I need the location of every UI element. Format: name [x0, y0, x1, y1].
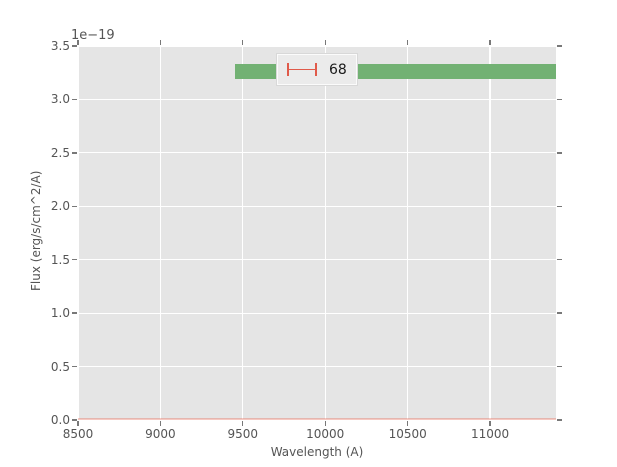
y-tick-mark-right [557, 312, 562, 314]
x-tick-label: 11000 [471, 427, 510, 441]
x-tick-mark-top [242, 40, 244, 45]
x-tick-label: 8500 [62, 427, 94, 441]
gridline-vertical [77, 46, 79, 420]
gridline-vertical [242, 46, 244, 420]
legend-label: 68 [329, 61, 347, 78]
errorbar-icon [287, 62, 317, 77]
gridline-horizontal [78, 152, 556, 154]
x-tick-label: 10000 [306, 427, 345, 441]
x-tick-mark-bottom [489, 421, 491, 426]
y-axis-offset-label: 1e−19 [71, 28, 115, 43]
gridline-vertical [489, 46, 491, 420]
x-axis-label: Wavelength (A) [270, 445, 364, 459]
errorbar-right-cap [315, 63, 317, 76]
legend: 68 [277, 54, 357, 85]
x-tick-mark-top [407, 40, 409, 45]
y-tick-mark-left [72, 98, 77, 101]
y-tick-mark-left [72, 45, 77, 47]
x-tick-mark-top [489, 40, 491, 45]
gridline-horizontal [78, 205, 556, 207]
gridline-vertical [324, 46, 326, 420]
y-tick-label: 0.5 [50, 359, 70, 374]
gridline-horizontal [78, 98, 556, 101]
y-tick-label: 1.0 [50, 306, 70, 321]
plot-area: 68 [77, 45, 556, 421]
x-tick-mark-bottom [77, 421, 79, 426]
gridline-vertical [407, 46, 409, 420]
y-tick-mark-right [557, 45, 562, 47]
y-tick-label: 3.5 [50, 39, 70, 53]
x-tick-mark-top [324, 40, 326, 45]
y-tick-mark-left [72, 259, 77, 261]
y-tick-mark-left [72, 152, 77, 154]
y-tick-mark-left [72, 312, 77, 314]
y-tick-mark-right [557, 152, 562, 154]
gridline-horizontal [78, 45, 556, 47]
y-tick-mark-left [72, 205, 77, 207]
y-tick-mark-right [557, 205, 562, 207]
gridline-horizontal [78, 365, 556, 368]
x-tick-mark-bottom [407, 421, 409, 426]
x-tick-mark-bottom [324, 421, 326, 426]
flux-spectrum-line [78, 417, 556, 420]
y-tick-mark-right [557, 365, 562, 368]
y-tick-mark-left [72, 419, 77, 421]
y-tick-label: 2.0 [50, 199, 70, 214]
x-tick-mark-top [77, 40, 79, 45]
y-tick-label: 2.5 [50, 145, 70, 160]
x-tick-mark-bottom [242, 421, 244, 426]
x-tick-mark-top [159, 40, 162, 45]
x-tick-label: 9500 [227, 427, 259, 441]
gridline-horizontal [78, 312, 556, 314]
y-tick-mark-right [557, 419, 562, 421]
y-tick-label: 3.0 [50, 92, 70, 107]
gridline-horizontal [78, 259, 556, 261]
x-tick-label: 10500 [388, 427, 427, 441]
y-tick-label: 0.0 [50, 413, 70, 427]
y-tick-mark-right [557, 259, 562, 261]
gridline-horizontal [78, 419, 556, 421]
x-tick-mark-bottom [159, 421, 162, 426]
errorbar-hline [287, 68, 317, 71]
x-tick-label: 9000 [145, 427, 176, 441]
y-tick-label: 1.5 [50, 252, 70, 267]
y-tick-mark-left [72, 365, 77, 368]
y-axis-label: Flux (erg/s/cm^2/A) [29, 170, 43, 291]
y-tick-mark-right [557, 98, 562, 101]
gridline-vertical [159, 46, 162, 420]
